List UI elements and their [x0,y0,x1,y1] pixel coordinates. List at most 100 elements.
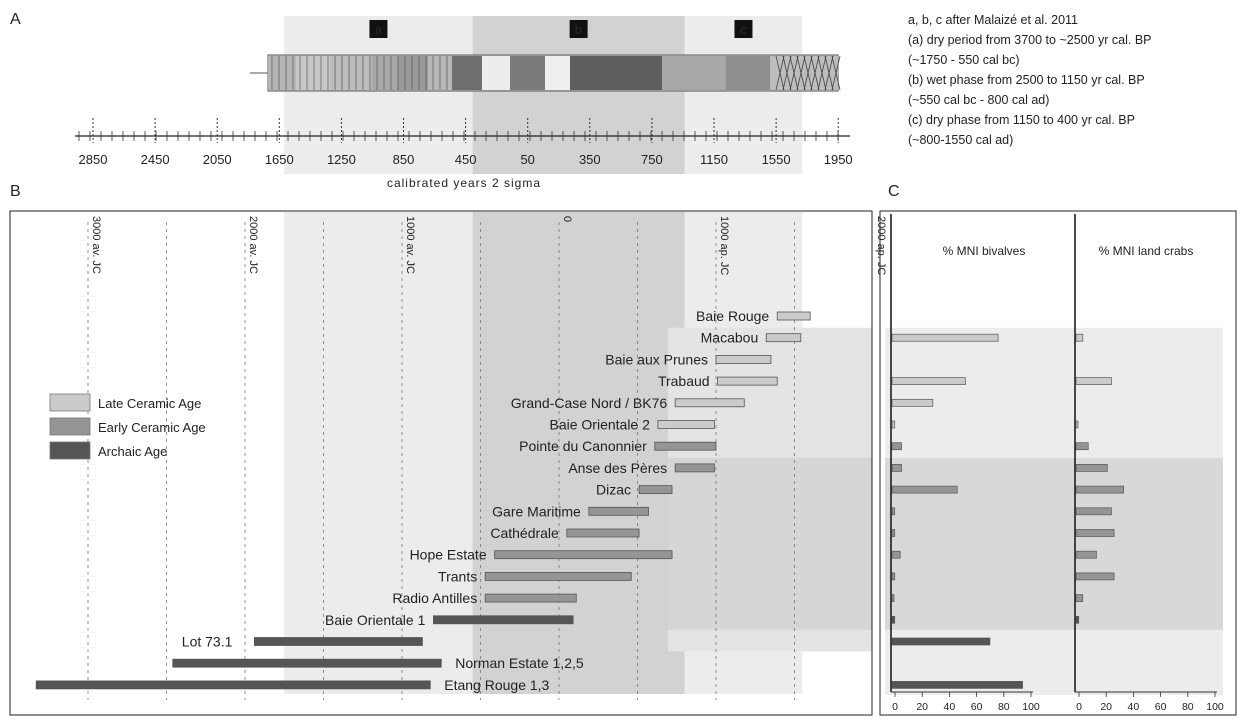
axis-a-tick-label: 750 [641,152,663,167]
site-label: Macabou [701,330,759,346]
core-segment [726,56,770,90]
panel-letter-c: C [888,183,900,200]
site-label: Baie aux Prunes [605,351,708,367]
site-range-bar [566,528,640,538]
land-crab-bar [1075,464,1108,472]
site-range-bar [172,658,442,668]
site-range-bar [765,333,802,343]
core-hatch [810,55,820,91]
site-label: Radio Antilles [392,590,477,606]
panel-c-tick-label: 0 [892,701,898,713]
panel-c-tick-label: 80 [998,701,1010,713]
land-crab-bar [1075,615,1080,624]
site-label: Grand-Case Nord / BK76 [511,395,668,411]
panel-c-title-land-crabs: % MNI land crabs [1099,244,1194,258]
axis-a-tick-label: 1150 [700,152,728,167]
core-hatch [824,55,834,91]
legend-swatch [49,417,91,436]
phase-band-a-b [472,16,685,174]
panel-b-frame [9,210,873,716]
site-label: Hope Estate [410,547,487,563]
phase-label: a [375,22,383,37]
land-crab-bar [1075,377,1112,385]
panel-b-axis-label: 2000 av. JC [247,216,259,274]
legend-swatch [49,393,91,412]
site-label: Baie Rouge [696,308,769,324]
core-segment [268,56,296,90]
legend-label: Archaic Age [98,444,167,459]
bivalve-bar [891,442,902,451]
axis-a-tick-label: 2450 [141,152,170,167]
site-range-bar [715,354,772,364]
panel-c-tick-label: 80 [1182,701,1194,713]
panel-c-tick-label: 40 [1128,701,1140,713]
land-crab-bar [1075,550,1097,559]
site-label: Etang Rouge 1,3 [444,677,549,693]
site-label: Baie Orientale 2 [550,417,651,433]
axis-a-caption: calibrated years 2 sigma [387,176,541,190]
site-label: Trabaud [658,373,710,389]
panel-b-axis-label: 2000 ap. JC [875,216,887,275]
site-range-bar [654,441,717,451]
core-segment [330,56,372,90]
bivalve-bar [891,681,1023,689]
land-crab-bar [1075,420,1079,429]
phase-note-line: (c) dry phase from 1150 to 400 yr cal. B… [908,113,1135,127]
phase-band-b-b [472,212,685,694]
panel-c-tick-label: 20 [1100,701,1112,713]
site-label: Trants [438,568,477,584]
panel-c-frame [879,210,1237,716]
site-label: Pointe du Canonnier [519,438,647,454]
bivalve-bar [891,398,934,407]
phase-label: b [575,22,583,37]
panel-c-tick-label: 60 [971,701,983,713]
axis-a-tick-label: 1550 [762,152,791,167]
core-segment [452,56,482,90]
site-label: Cathédrale [490,525,559,541]
panel-c-tick-label: 60 [1155,701,1167,713]
phase-label: c [740,22,747,37]
core-hatch [817,55,827,91]
panel-b-axis-label: 1000 ap. JC [718,216,730,275]
row-band-b-mid [668,457,872,630]
phase-note-line: (~1750 - 550 cal bc) [908,53,1020,67]
bivalve-bar [891,594,895,602]
panel-letter-a: A [10,11,21,28]
legend-label: Late Ceramic Age [98,396,201,411]
core-hatch [831,55,841,91]
bivalve-bar [891,485,958,494]
phase-band-a-c [684,16,803,174]
phase-note-line: (~550 cal bc - 800 cal ad) [908,93,1050,107]
background-layer [284,16,1223,695]
site-range-bar [35,680,431,690]
site-range-bar [657,420,715,429]
core-hatch [789,55,799,91]
site-label: Gare Maritime [492,503,581,519]
land-crab-bar [1075,529,1115,537]
site-range-bar [432,615,574,625]
axis-a-tick-label: 1650 [265,152,294,167]
bivalve-bar [891,464,902,472]
phase-band-b-a [284,212,473,694]
panel-a-timeline: a b c 2850 2450 2050 1650 1250 850 450 50 350 750 115… [75,20,853,167]
site-range-bar [484,572,632,581]
core-hatch [803,55,813,91]
site-range-bar [674,463,715,473]
row-band-c-mid [885,457,1223,630]
panel-c-mni-bars: 0 20 40 60 80 100 0 20 40 60 80 100 [879,210,1237,716]
core-segment [398,56,428,90]
phase-note-line: (a) dry period from 3700 to ~2500 yr cal… [908,33,1152,47]
legend-swatch [49,441,91,460]
phase-band-a-a [284,16,473,174]
panel-b-axis-label: 3000 av. JC [90,216,102,274]
panel-c-tick-label: 40 [944,701,956,713]
panel-c-tick-label: 100 [1206,701,1224,713]
core-segment [372,56,398,90]
site-label: Lot 73.1 [182,634,233,650]
site-range-bar [588,506,649,516]
site-range-bar [776,311,811,321]
phase-label-box [369,20,388,38]
axis-a-tick-label: 50 [520,152,534,167]
core-hatch [775,55,785,91]
